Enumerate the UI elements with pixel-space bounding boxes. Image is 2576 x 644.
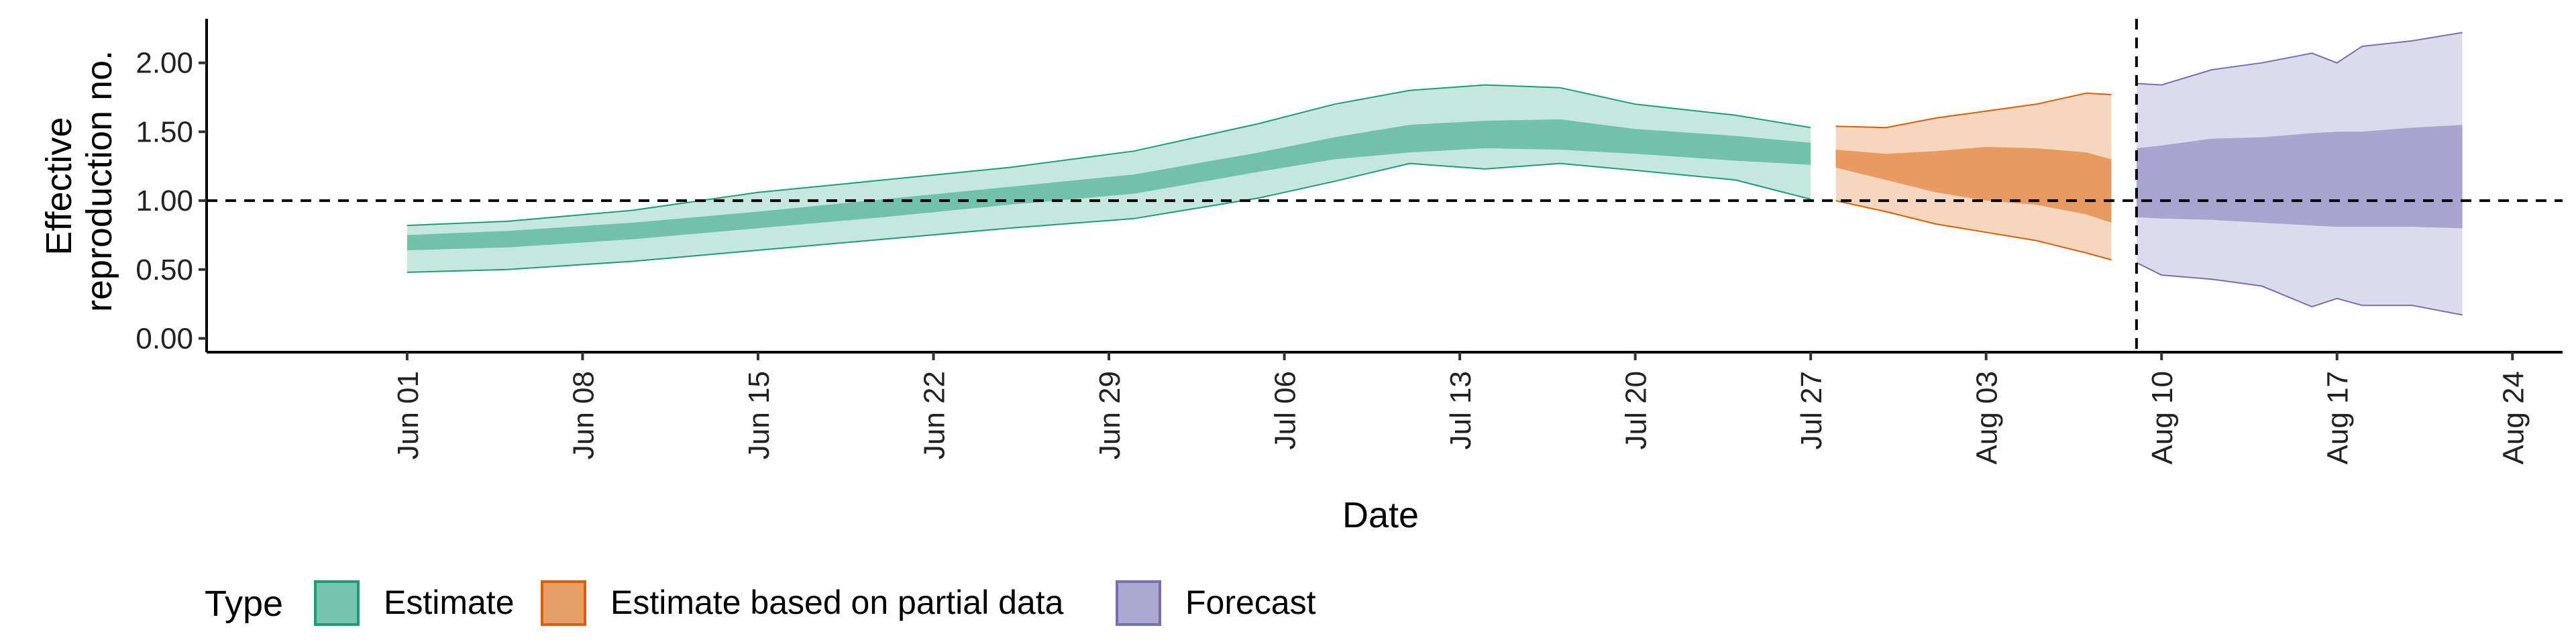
y-tick-label: 2.00 xyxy=(136,47,193,80)
legend: Type Estimate Estimate based on partial d… xyxy=(205,580,1316,626)
legend-item-forecast: Forecast xyxy=(1116,580,1316,626)
legend-key-forecast xyxy=(1116,580,1161,626)
y-axis-title-line-1: Effective xyxy=(39,117,79,255)
forecast-upper-90-line xyxy=(2136,32,2463,86)
x-tick-label: Aug 17 xyxy=(2322,371,2355,464)
estimate-band-50 xyxy=(407,119,1811,250)
x-tick-label: Jun 29 xyxy=(1093,371,1126,460)
estimate-upper-90-line xyxy=(407,84,1811,227)
y-tick-label: 0.50 xyxy=(136,254,193,286)
forecast-band-50 xyxy=(2136,125,2463,229)
y-tick-label: 0.00 xyxy=(136,322,193,355)
legend-key-estimate xyxy=(314,580,360,626)
y-tick-label: 1.00 xyxy=(136,184,193,217)
x-tick-label: Aug 03 xyxy=(1971,371,2004,464)
legend-label-estimate: Estimate xyxy=(384,584,515,621)
x-tick-label: Jun 15 xyxy=(743,371,775,460)
y-axis-title-line-2: reproduction no. xyxy=(79,50,119,312)
legend-item-estimate: Estimate xyxy=(314,580,515,626)
series-bands xyxy=(407,32,2463,316)
series-estimate xyxy=(407,84,1811,273)
x-tick-label: Jul 13 xyxy=(1444,371,1477,449)
y-axis-title: Effective reproduction no. xyxy=(39,50,119,312)
x-tick-label: Jun 22 xyxy=(918,371,951,460)
forecast-lower-90-line xyxy=(2136,262,2463,316)
legend-label-estimate-based-on-partial-data: Estimate based on partial data xyxy=(610,584,1064,621)
x-tick-label: Aug 10 xyxy=(2146,371,2179,464)
legend-item-estimate-based-on-partial-data: Estimate based on partial data xyxy=(541,580,1064,626)
legend-label-forecast: Forecast xyxy=(1185,584,1316,621)
legend-key-estimate-based-on-partial-data xyxy=(541,580,586,626)
estimate-based-on-partial-data-upper-90-line xyxy=(1835,92,2112,129)
x-tick-label: Jul 20 xyxy=(1620,371,1653,449)
x-axis-title: Date xyxy=(1342,495,1419,535)
x-tick-label: Jul 27 xyxy=(1795,371,1828,449)
x-tick-label: Jul 06 xyxy=(1269,371,1302,449)
axes: 0.00 0.50 1.00 1.50 2.00 Jun 01 Jun 08 Jun 15 Ju… xyxy=(136,19,2563,464)
estimate-based-on-partial-data-lower-90-line xyxy=(1835,200,2112,261)
reference-lines xyxy=(207,19,2563,352)
x-tick-label: Jun 01 xyxy=(392,371,425,460)
estimate-based-on-partial-data-band-50 xyxy=(1835,147,2112,223)
estimate-lower-90-line xyxy=(407,162,1811,273)
series-estimate-based-on-partial-data xyxy=(1835,92,2112,261)
x-tick-label: Jun 08 xyxy=(567,371,600,460)
legend-title: Type xyxy=(205,584,283,624)
x-tick-label: Aug 24 xyxy=(2497,371,2530,464)
series-forecast xyxy=(2136,32,2463,316)
y-tick-label: 1.50 xyxy=(136,115,193,148)
